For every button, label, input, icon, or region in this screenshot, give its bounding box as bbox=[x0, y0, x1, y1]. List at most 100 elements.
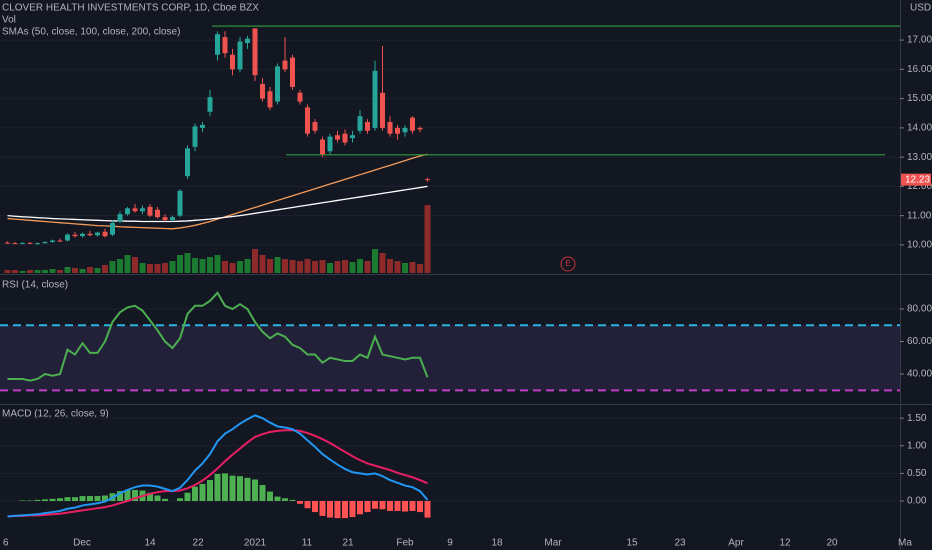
volume-bar bbox=[132, 257, 138, 273]
histogram-bar bbox=[289, 499, 296, 502]
y-tick-label: 40.00 bbox=[907, 369, 932, 380]
macd-legend: MACD (12, 26, close, 9) bbox=[2, 409, 109, 420]
candle-body bbox=[237, 41, 243, 70]
volume-bar bbox=[312, 261, 318, 273]
volume-bar bbox=[94, 268, 101, 273]
histogram-bar bbox=[229, 475, 236, 502]
volume-bar bbox=[267, 259, 273, 273]
candle-body bbox=[177, 190, 183, 216]
candle-body bbox=[380, 92, 385, 128]
candle-body bbox=[27, 242, 33, 244]
candle-body bbox=[5, 242, 10, 244]
volume-legend: Vol bbox=[2, 15, 16, 26]
volume-bar bbox=[274, 257, 281, 273]
volume-bar bbox=[34, 270, 41, 273]
histogram-bar bbox=[147, 492, 153, 502]
candle-body bbox=[305, 107, 310, 134]
histogram-bar bbox=[267, 491, 273, 502]
y-tick-label: 10.00 bbox=[907, 240, 932, 251]
candle-body bbox=[372, 70, 378, 128]
candle-body bbox=[170, 217, 175, 221]
volume-bar bbox=[222, 261, 228, 273]
histogram-bar bbox=[394, 501, 401, 511]
volume-bar bbox=[117, 259, 123, 273]
histogram-bar bbox=[27, 500, 33, 502]
volume-bar bbox=[154, 264, 161, 273]
histogram-bar bbox=[42, 499, 48, 502]
y-tick-label: 17.00 bbox=[907, 35, 932, 46]
volume-bar bbox=[327, 263, 333, 273]
candle-body bbox=[12, 243, 18, 245]
candle-body bbox=[200, 124, 205, 128]
histogram-bar bbox=[319, 501, 326, 516]
histogram-bar bbox=[334, 501, 341, 519]
volume-bar bbox=[19, 271, 26, 273]
y-tick-label: 11.00 bbox=[907, 210, 932, 221]
volume-bar bbox=[199, 259, 206, 273]
volume-bar bbox=[229, 263, 236, 273]
x-tick-label: 20 bbox=[826, 538, 838, 549]
histogram-bar bbox=[327, 501, 333, 518]
x-tick-label: 2021 bbox=[244, 538, 267, 549]
candle-body bbox=[410, 117, 415, 131]
volume-bar bbox=[259, 255, 266, 273]
histogram-bar bbox=[417, 501, 423, 513]
candle-body bbox=[335, 135, 340, 140]
candle-body bbox=[110, 222, 115, 235]
candle-body bbox=[222, 37, 228, 54]
volume-bar bbox=[27, 270, 33, 273]
volume-bar bbox=[342, 260, 348, 273]
histogram-bar bbox=[379, 501, 386, 510]
histogram-bar bbox=[184, 492, 191, 502]
candle-body bbox=[132, 208, 138, 212]
histogram-bar bbox=[409, 501, 416, 511]
volume-bar bbox=[192, 258, 198, 273]
candle-body bbox=[267, 91, 273, 108]
histogram-bar bbox=[372, 501, 378, 509]
candle-body bbox=[395, 127, 400, 134]
histogram-bar bbox=[357, 501, 363, 515]
volume-bar bbox=[49, 269, 56, 273]
candle-body bbox=[417, 127, 423, 130]
candle-body bbox=[425, 179, 430, 181]
histogram-bar bbox=[244, 477, 251, 502]
candle-body bbox=[65, 234, 70, 241]
candle-body bbox=[320, 139, 325, 155]
candle-body bbox=[50, 240, 55, 242]
candle-body bbox=[35, 243, 40, 245]
histogram-bar bbox=[117, 491, 123, 502]
candle-body bbox=[207, 97, 213, 112]
candle-body bbox=[162, 217, 168, 221]
x-tick-label: 23 bbox=[674, 538, 686, 549]
candle-body bbox=[365, 122, 370, 131]
candle-body bbox=[147, 206, 153, 216]
y-tick-label: 1.00 bbox=[907, 440, 927, 451]
x-tick-label: 6 bbox=[3, 538, 9, 549]
x-tick-label: Dec bbox=[73, 538, 91, 549]
candle-body bbox=[387, 122, 393, 134]
volume-bar bbox=[237, 261, 243, 273]
volume-bar bbox=[124, 255, 131, 273]
histogram-bar bbox=[64, 497, 71, 502]
x-tick-label: Ma bbox=[898, 538, 912, 549]
candle-body bbox=[140, 208, 145, 212]
volume-bar bbox=[79, 269, 86, 273]
candle-body bbox=[20, 242, 25, 244]
histogram-bar bbox=[79, 496, 86, 502]
line bbox=[7, 291, 429, 382]
volume-bar bbox=[42, 270, 48, 273]
y-tick-label: 1.50 bbox=[907, 413, 927, 424]
candle-body bbox=[215, 34, 220, 55]
volume-bar bbox=[207, 257, 213, 273]
x-tick-label: 22 bbox=[192, 538, 204, 549]
y-tick-label: 12.00 bbox=[907, 181, 932, 192]
histogram-bar bbox=[34, 499, 41, 502]
y-tick-label: 80.00 bbox=[907, 304, 932, 315]
x-tick-label: 14 bbox=[144, 538, 156, 549]
volume-bar bbox=[424, 205, 431, 273]
histogram-bar bbox=[207, 480, 213, 502]
candle-body bbox=[357, 116, 363, 131]
candle-body bbox=[327, 136, 333, 152]
volume-bar bbox=[87, 267, 93, 273]
